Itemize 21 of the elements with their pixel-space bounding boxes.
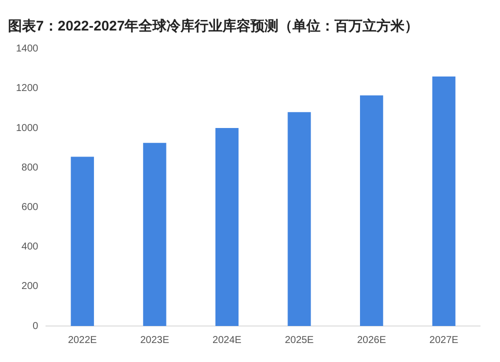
- x-tick-label: 2025E: [284, 334, 314, 346]
- chart-title: 图表7：2022-2027年全球冷库行业库容预测（单位：百万立方米）: [8, 17, 419, 34]
- y-tick-label: 200: [22, 281, 39, 292]
- y-tick-label: 600: [22, 202, 39, 213]
- bar: [288, 112, 311, 326]
- y-tick-label: 1400: [16, 44, 39, 55]
- y-tick-label: 1000: [16, 122, 39, 134]
- y-tick-label: 800: [22, 162, 39, 174]
- x-tick-label: 2023E: [140, 334, 170, 346]
- bar: [360, 95, 384, 326]
- bar: [432, 76, 456, 326]
- x-tick-label: 2024E: [212, 334, 242, 346]
- y-tick-label: 400: [22, 242, 39, 253]
- bar: [70, 156, 94, 326]
- bar: [215, 128, 239, 326]
- y-tick-label: 0: [32, 320, 39, 332]
- x-tick-label: 2022E: [68, 334, 98, 346]
- bar: [143, 142, 166, 326]
- x-tick-label: 2026E: [357, 334, 386, 346]
- x-tick-label: 2027E: [429, 334, 459, 346]
- y-tick-label: 1200: [16, 83, 39, 94]
